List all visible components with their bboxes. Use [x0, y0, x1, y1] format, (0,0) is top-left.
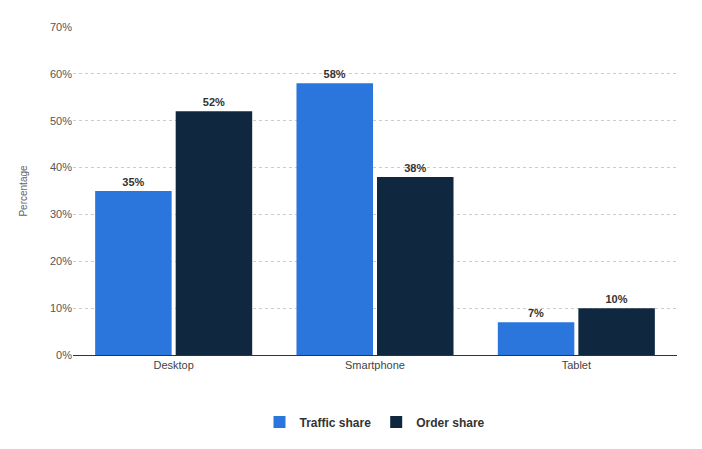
svg-text:Smartphone: Smartphone — [345, 359, 405, 371]
svg-text:60%: 60% — [50, 68, 72, 80]
svg-text:0%: 0% — [56, 349, 72, 361]
svg-text:Order share: Order share — [416, 416, 484, 430]
svg-text:Percentage: Percentage — [18, 165, 29, 217]
svg-text:Traffic share: Traffic share — [300, 416, 372, 430]
svg-text:7%: 7% — [528, 307, 544, 319]
svg-text:10%: 10% — [605, 293, 627, 305]
svg-text:58%: 58% — [324, 68, 346, 80]
svg-text:Tablet: Tablet — [562, 359, 591, 371]
svg-text:38%: 38% — [404, 162, 426, 174]
svg-text:30%: 30% — [50, 208, 72, 220]
svg-text:35%: 35% — [122, 176, 144, 188]
svg-text:20%: 20% — [50, 255, 72, 267]
svg-text:70%: 70% — [50, 21, 72, 33]
svg-text:10%: 10% — [50, 302, 72, 314]
svg-text:50%: 50% — [50, 115, 72, 127]
svg-text:40%: 40% — [50, 161, 72, 173]
svg-text:52%: 52% — [203, 96, 225, 108]
svg-text:Desktop: Desktop — [153, 359, 193, 371]
